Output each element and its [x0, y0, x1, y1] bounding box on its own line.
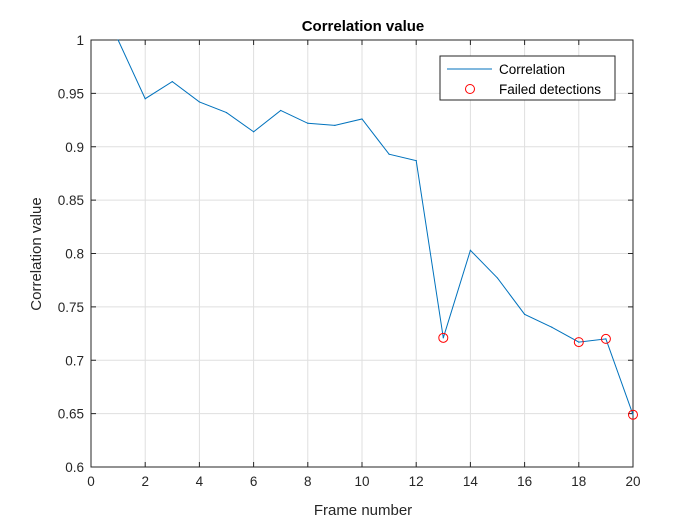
y-tick-label: 0.95 [58, 86, 84, 101]
correlation-point [117, 39, 119, 41]
legend-failed-detections-label: Failed detections [499, 82, 601, 97]
y-tick-label: 0.65 [58, 407, 84, 422]
correlation-point [496, 277, 499, 279]
x-tick-label: 14 [463, 474, 479, 489]
y-tick-label: 0.7 [65, 353, 84, 368]
correlation-point [307, 122, 309, 124]
correlation-point [469, 249, 471, 251]
failed-detection-marker [628, 409, 638, 420]
correlation-line [117, 39, 634, 415]
failed-detection-marker [438, 332, 449, 343]
x-tick-label: 18 [571, 474, 586, 489]
x-tick-label: 6 [250, 474, 258, 489]
x-tick-label: 10 [354, 474, 369, 489]
correlation-point [361, 118, 363, 120]
legend-correlation-label: Correlation [499, 62, 565, 77]
x-tick-label: 16 [517, 474, 532, 489]
chart-title: Correlation value [302, 18, 425, 35]
correlation-point [578, 341, 580, 343]
correlation-point [388, 153, 390, 155]
correlation-point [171, 81, 173, 83]
correlation-point [334, 124, 336, 126]
x-axis-label: Frame number [314, 502, 412, 519]
x-tick-label: 20 [625, 474, 640, 489]
y-tick-label: 1 [76, 33, 84, 48]
correlation-point [551, 326, 553, 328]
failed-detection-marker [573, 337, 584, 348]
failed-detection-marker [600, 333, 611, 344]
y-tick-label: 0.6 [65, 460, 84, 475]
correlation-point [632, 414, 634, 416]
y-axis-label: Correlation value [28, 197, 45, 310]
correlation-point [442, 337, 444, 339]
y-tick-label: 0.8 [65, 247, 84, 262]
correlation-point [225, 111, 228, 114]
correlation-point [198, 101, 200, 103]
correlation-point [280, 109, 282, 112]
x-tick-label: 0 [87, 474, 95, 489]
correlation-point [415, 160, 417, 162]
legend: Correlation Failed detections [439, 55, 616, 101]
y-tick-label: 0.9 [65, 140, 84, 155]
correlation-point [524, 313, 526, 315]
x-tick-label: 8 [304, 474, 312, 489]
x-tick-label: 2 [141, 474, 149, 489]
y-tick-label: 0.75 [58, 300, 84, 315]
correlation-point [253, 131, 255, 133]
plot-area: 0 2 4 6 8 10 12 14 16 18 20 0.6 0.65 0.7 0.75 0.8 0.85 0.… [58, 33, 641, 489]
legend-failed-detections-marker [465, 84, 475, 94]
x-tick-label: 12 [409, 474, 424, 489]
x-tick-label: 4 [196, 474, 204, 489]
legend-box [439, 55, 616, 101]
correlation-point [605, 338, 607, 340]
y-tick-label: 0.85 [58, 193, 84, 208]
correlation-point [144, 98, 146, 100]
